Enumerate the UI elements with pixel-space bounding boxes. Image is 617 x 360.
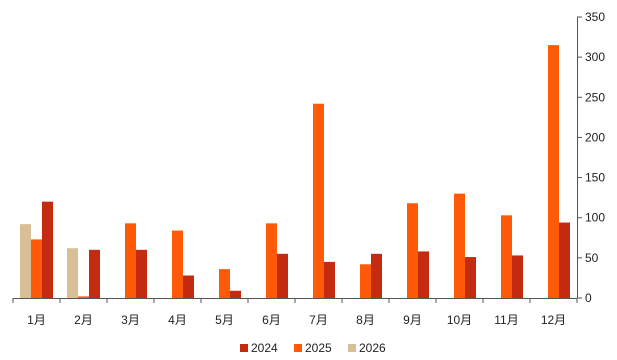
bar-2024-2 <box>89 249 100 298</box>
x-tick-label: 4月 <box>168 313 187 327</box>
x-tick-label: 7月 <box>309 313 328 327</box>
x-tick-label: 1月 <box>27 313 46 327</box>
bar-2025-6 <box>266 223 277 298</box>
bar-2024-11 <box>512 255 523 298</box>
bar-2024-4 <box>183 275 194 298</box>
bar-2025-12 <box>548 45 559 298</box>
bar-2024-12 <box>559 222 570 298</box>
y-tick-label: 100 <box>585 211 605 225</box>
bar-2024-8 <box>371 253 382 298</box>
bar-2025-2 <box>78 296 89 298</box>
legend-label-2025: 2025 <box>305 341 332 355</box>
bars-layer <box>20 45 570 299</box>
x-tick-label: 12月 <box>541 313 566 327</box>
bar-2025-8 <box>360 264 371 298</box>
bar-2026-1 <box>20 224 31 298</box>
y-tick-label: 0 <box>585 291 592 305</box>
bar-2024-6 <box>277 253 288 298</box>
y-tick-label: 300 <box>585 50 605 64</box>
x-tick-label: 2月 <box>74 313 93 327</box>
y-tick-label: 350 <box>585 10 605 24</box>
x-tick-label: 8月 <box>356 313 375 327</box>
bar-2025-9 <box>407 203 418 298</box>
bar-2025-11 <box>501 215 512 298</box>
legend-swatch-2026 <box>348 344 356 352</box>
legend-swatch-2025 <box>294 344 302 352</box>
bar-2024-10 <box>465 257 476 298</box>
x-tick-label: 11月 <box>494 313 518 327</box>
x-tick-label: 10月 <box>447 313 472 327</box>
y-tick-label: 150 <box>585 171 605 185</box>
y-tick-label: 250 <box>585 90 605 104</box>
bar-2024-7 <box>324 261 335 298</box>
bar-2025-5 <box>219 269 230 298</box>
bar-2025-7 <box>313 103 324 299</box>
bar-2025-1 <box>31 239 42 298</box>
bar-2025-3 <box>125 223 136 298</box>
bar-2024-1 <box>42 201 53 298</box>
y-tick-label: 200 <box>585 130 605 144</box>
bar-2024-9 <box>418 251 429 298</box>
x-tick-label: 9月 <box>403 313 422 327</box>
bar-2025-4 <box>172 230 183 298</box>
axes-layer: 1月 2月 3月 4月 5月 6月 7月 8月 9月 10月 11月 12月 0 50 100 150 200 2… <box>12 10 605 327</box>
legend: 2024 2025 2026 <box>240 341 386 355</box>
bar-2025-10 <box>454 193 465 298</box>
bar-2024-3 <box>136 249 147 298</box>
legend-label-2024: 2024 <box>251 341 278 355</box>
x-tick-label: 6月 <box>262 313 281 327</box>
x-tick-label: 5月 <box>215 313 234 327</box>
bar-2024-5 <box>230 290 241 298</box>
legend-swatch-2024 <box>240 344 248 352</box>
legend-label-2026: 2026 <box>359 341 386 355</box>
x-tick-label: 3月 <box>121 313 140 327</box>
bar-2026-2 <box>67 248 78 298</box>
y-tick-label: 50 <box>585 251 599 265</box>
